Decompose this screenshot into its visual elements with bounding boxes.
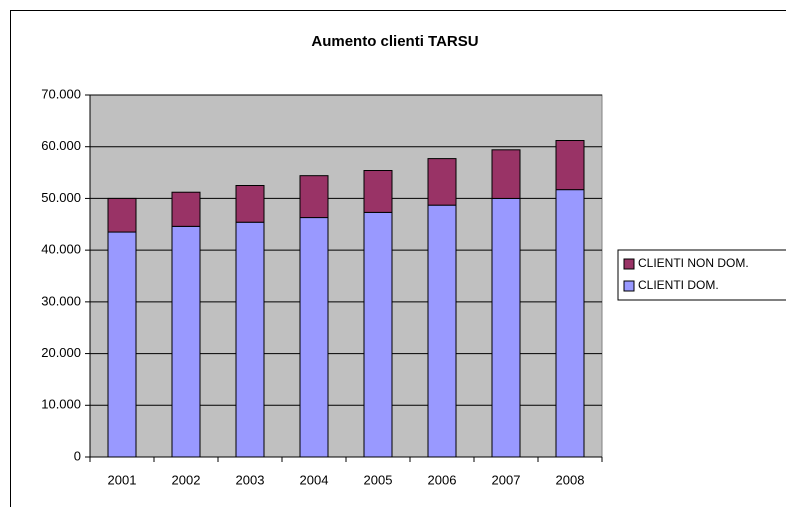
y-tick-label: 0 [74,448,81,463]
y-tick-label: 10.000 [41,397,81,412]
bar-segment [555,189,585,458]
y-tick-label: 60.000 [41,138,81,153]
legend-label: CLIENTI NON DOM. [638,256,749,270]
plot-area [89,94,603,458]
x-tick-label: 2003 [236,472,265,487]
bar-segment [299,217,329,458]
legend-label: CLIENTI DOM. [638,278,719,292]
legend-swatch [623,258,635,270]
x-tick-label: 2007 [492,472,521,487]
bar-segment [363,170,393,213]
x-tick-label: 2002 [172,472,201,487]
bar-segment [427,158,457,206]
legend-swatch [623,280,635,292]
x-tick-label: 2008 [556,472,585,487]
x-tick-label: 2001 [108,472,137,487]
chart-title: Aumento clienti TARSU [311,33,478,50]
legend-box [617,249,786,301]
bar-segment [363,211,393,458]
bar-segment [491,197,521,458]
bar-segment [107,231,137,458]
y-tick-label: 70.000 [41,86,81,101]
y-tick-label: 40.000 [41,242,81,257]
x-tick-label: 2005 [364,472,393,487]
bar-segment [427,204,457,458]
bar-segment [491,149,521,199]
bar-segment [107,197,137,233]
y-tick-label: 20.000 [41,345,81,360]
bar-segment [555,140,585,191]
bar-segment [171,225,201,458]
bar-segment [235,221,265,458]
bar-segment [171,191,201,227]
bar-segment [299,175,329,219]
x-tick-label: 2006 [428,472,457,487]
y-tick-label: 50.000 [41,190,81,205]
x-tick-label: 2004 [300,472,329,487]
y-tick-label: 30.000 [41,293,81,308]
bar-segment [235,185,265,223]
